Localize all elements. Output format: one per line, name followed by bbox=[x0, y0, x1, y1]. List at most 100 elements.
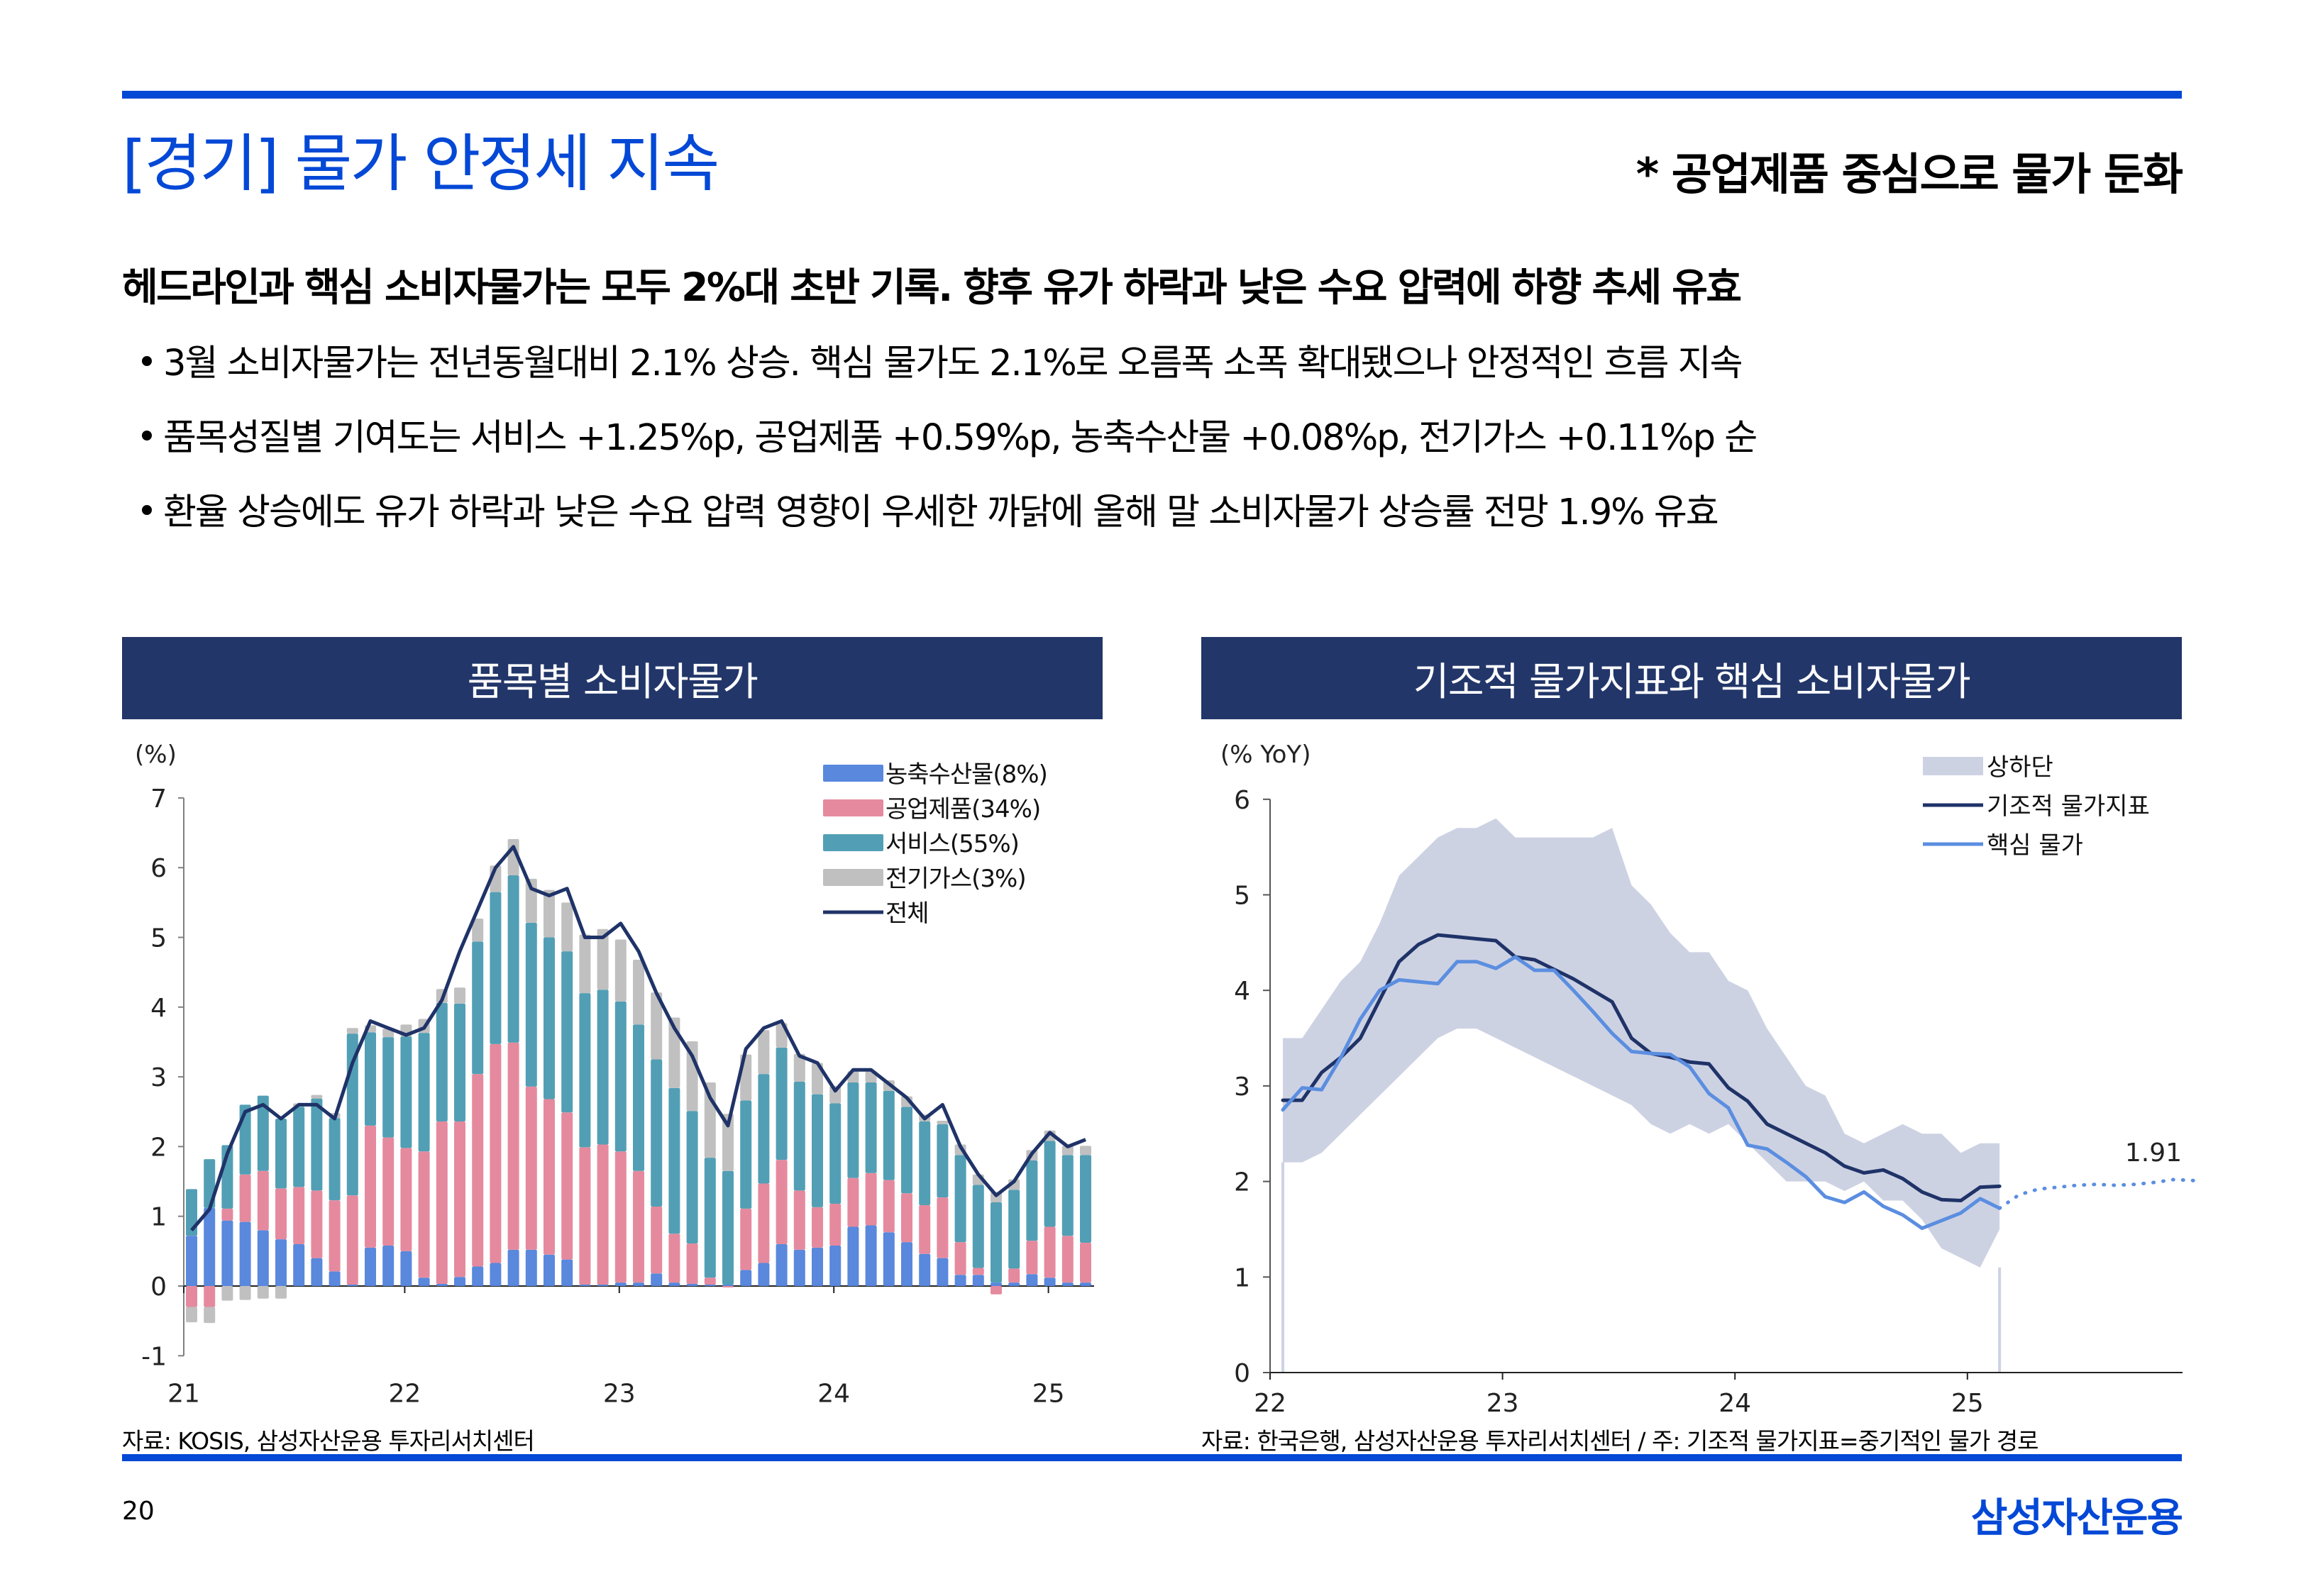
bar-services bbox=[812, 1094, 823, 1207]
bar-industrial bbox=[221, 1208, 233, 1221]
bar-agri bbox=[525, 1249, 537, 1286]
bullet-text: 환율 상승에도 유가 하락과 낮은 수요 압력 영향이 우세한 까닭에 올해 말… bbox=[163, 492, 1719, 533]
bar-agri bbox=[1061, 1282, 1074, 1286]
bar-services bbox=[561, 951, 573, 1113]
bar-industrial bbox=[472, 1074, 484, 1267]
bar-agri bbox=[400, 1251, 412, 1286]
legend-label: 기조적 물가지표 bbox=[1987, 792, 2150, 821]
bar-agri bbox=[901, 1242, 912, 1286]
bar-agri bbox=[275, 1239, 287, 1286]
bar-services bbox=[937, 1124, 949, 1198]
x-tick-label: 22 bbox=[388, 1379, 421, 1408]
bar-services bbox=[972, 1185, 984, 1268]
bar-utilities bbox=[1080, 1146, 1091, 1156]
bar-industrial bbox=[507, 1042, 519, 1250]
bullet-text: 품목성질별 기여도는 서비스 +1.25%p, 공업제품 +0.59%p, 농축… bbox=[163, 417, 1758, 459]
y-axis-unit: (% YoY) bbox=[1220, 741, 1311, 769]
bar-agri bbox=[293, 1244, 305, 1286]
bar-services bbox=[365, 1032, 376, 1126]
bar-utilities bbox=[186, 1307, 197, 1323]
legend-label: 전체 bbox=[886, 899, 929, 928]
y-tick-label: 4 bbox=[1234, 977, 1250, 1006]
legend-swatch-services bbox=[823, 834, 883, 851]
range-band-edge bbox=[1998, 1267, 2002, 1373]
bar-industrial bbox=[204, 1286, 216, 1307]
legend-swatch-industrial bbox=[823, 799, 883, 816]
y-tick-label: 7 bbox=[150, 785, 167, 814]
bar-industrial bbox=[275, 1188, 287, 1240]
bar-agri bbox=[239, 1221, 251, 1286]
bar-services bbox=[758, 1074, 770, 1184]
bar-services bbox=[579, 993, 591, 1148]
bar-industrial bbox=[1008, 1268, 1020, 1283]
bar-utilities bbox=[1061, 1146, 1074, 1156]
y-tick-label: 0 bbox=[1234, 1359, 1250, 1388]
page-subtitle: * 공업제품 중심으로 물가 둔화 bbox=[1635, 148, 2183, 200]
bar-utilities bbox=[614, 939, 627, 1002]
bar-industrial bbox=[704, 1278, 716, 1285]
bar-services bbox=[991, 1202, 1002, 1283]
bar-utilities bbox=[346, 1028, 358, 1034]
bar-utilities bbox=[221, 1286, 233, 1301]
bar-utilities bbox=[793, 1053, 805, 1082]
bar-services bbox=[614, 1001, 627, 1152]
bar-industrial bbox=[418, 1151, 430, 1278]
bar-utilities bbox=[937, 1121, 949, 1124]
bar-agri bbox=[221, 1220, 233, 1286]
line-core bbox=[1281, 955, 2002, 1231]
bar-industrial bbox=[1026, 1241, 1038, 1275]
bar-agri bbox=[758, 1263, 770, 1286]
bar-services bbox=[275, 1119, 287, 1189]
core-cpi-forecast-line bbox=[1997, 1177, 2200, 1210]
bar-services bbox=[382, 1037, 395, 1138]
legend-swatch-band bbox=[1923, 757, 1983, 775]
bar-agri bbox=[865, 1225, 877, 1286]
bar-agri bbox=[972, 1275, 984, 1286]
bar-agri bbox=[937, 1258, 949, 1286]
bar-utilities bbox=[812, 1063, 823, 1095]
bar-industrial bbox=[991, 1286, 1002, 1295]
bar-utilities bbox=[311, 1095, 323, 1099]
bar-industrial bbox=[525, 1086, 537, 1250]
right-chart-source: 자료: 한국은행, 삼성자산운용 투자리서치센터 / 주: 기조적 물가지표=중… bbox=[1201, 1427, 2039, 1455]
y-tick-label: 6 bbox=[1234, 786, 1250, 815]
bar-agri bbox=[686, 1284, 698, 1286]
page-title: [경기] 물가 안정세 지속 bbox=[122, 127, 719, 200]
bar-utilities bbox=[722, 1114, 734, 1171]
bar-services bbox=[186, 1189, 197, 1236]
bar-agri bbox=[793, 1249, 805, 1286]
bar-agri bbox=[597, 1285, 609, 1286]
bar-services bbox=[1044, 1141, 1056, 1227]
bar-utilities bbox=[561, 902, 573, 952]
bar-agri bbox=[740, 1270, 752, 1286]
y-tick-label: 4 bbox=[150, 994, 167, 1023]
bar-industrial bbox=[579, 1147, 591, 1285]
x-tick-label: 21 bbox=[167, 1379, 200, 1408]
range-band bbox=[1283, 818, 2000, 1268]
bar-agri bbox=[436, 1284, 448, 1286]
x-tick-label: 23 bbox=[603, 1379, 636, 1408]
bar-industrial bbox=[901, 1193, 912, 1243]
left-chart-header: 품목별 소비자물가 bbox=[122, 637, 1103, 719]
bar-services bbox=[544, 937, 555, 1099]
bar-industrial bbox=[257, 1170, 269, 1231]
y-tick-label: 1 bbox=[150, 1203, 167, 1232]
bar-agri bbox=[257, 1230, 269, 1286]
bar-agri bbox=[954, 1275, 966, 1286]
bar-agri bbox=[329, 1271, 341, 1286]
bar-utilities bbox=[472, 918, 484, 942]
bar-utilities bbox=[275, 1286, 287, 1299]
y-tick-label: 5 bbox=[150, 924, 167, 953]
top-rule bbox=[122, 91, 2182, 99]
bar-services bbox=[829, 1103, 842, 1204]
bar-utilities bbox=[454, 987, 465, 1004]
bar-industrial bbox=[1080, 1243, 1091, 1283]
bar-agri bbox=[919, 1253, 931, 1286]
bar-industrial bbox=[651, 1206, 663, 1274]
legend-label: 공업제품(34%) bbox=[886, 795, 1040, 824]
bar-utilities bbox=[579, 934, 591, 994]
total-cpi-line bbox=[190, 845, 1086, 1231]
bar-services bbox=[651, 1059, 663, 1207]
bar-industrial bbox=[597, 1144, 609, 1285]
